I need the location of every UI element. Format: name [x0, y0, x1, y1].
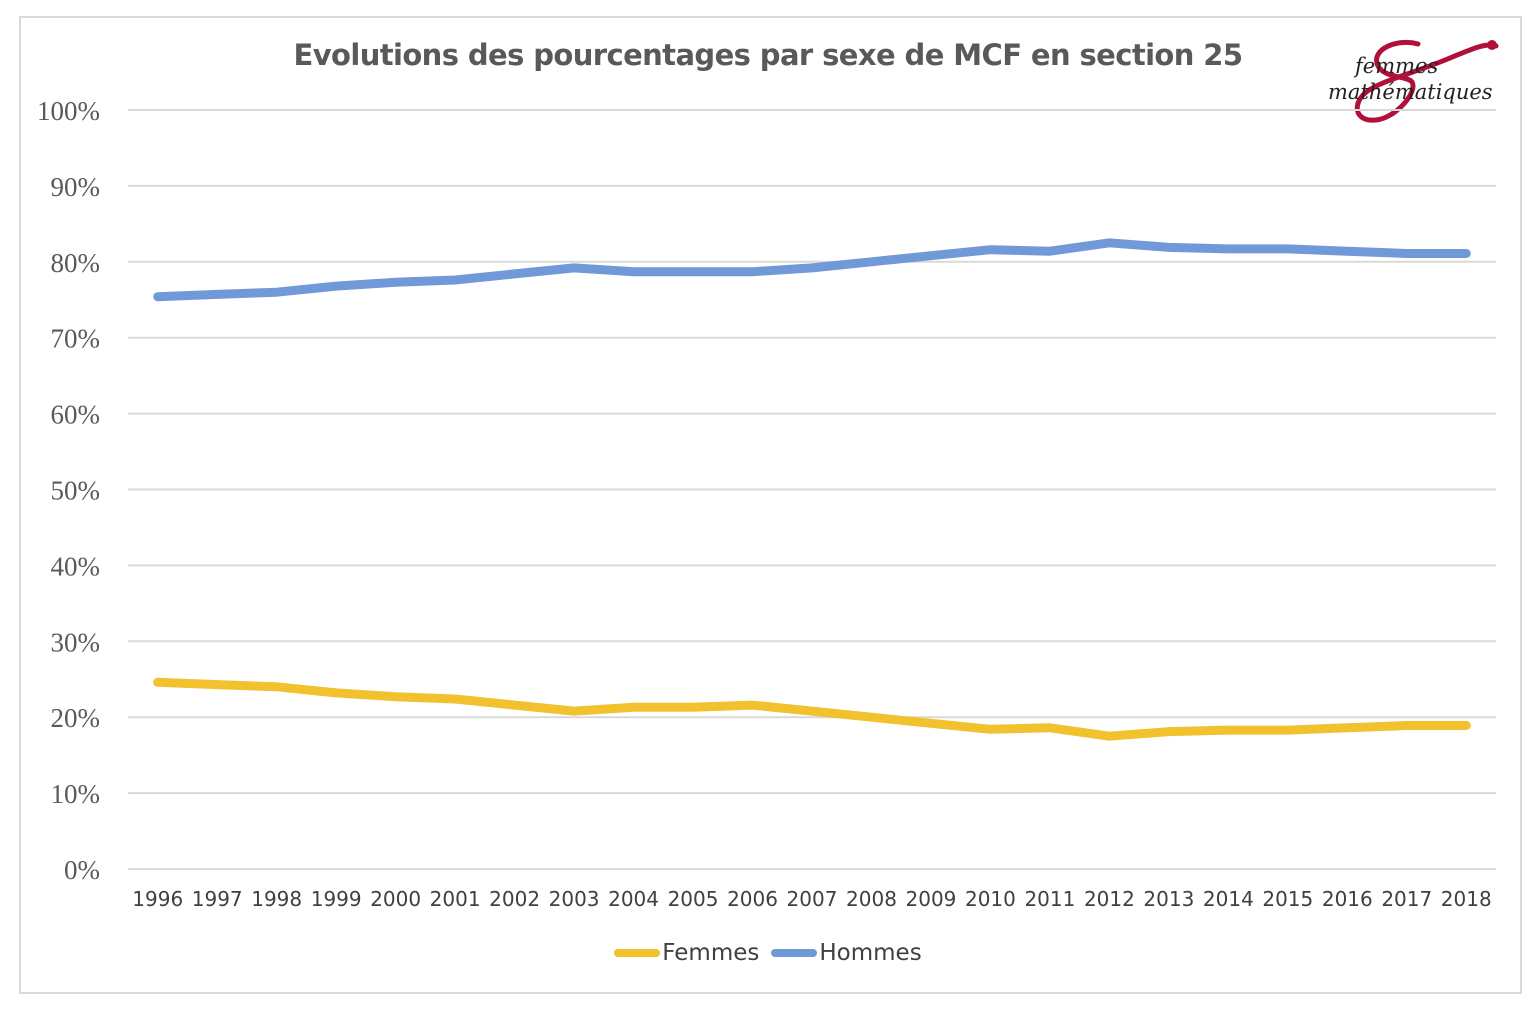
y-tick-label: 80% [51, 248, 101, 278]
series-line-femmes [153, 677, 1471, 741]
x-tick-label: 2008 [846, 887, 897, 911]
x-tick-label: 2006 [727, 887, 778, 911]
series-line-hommes [153, 238, 1471, 302]
y-tick-label: 20% [51, 703, 101, 733]
x-tick-label: 2013 [1143, 887, 1194, 911]
legend-swatch-femmes [614, 949, 661, 957]
x-tick-label: 2017 [1381, 887, 1432, 911]
logo-text-femmes: femmes [1355, 54, 1439, 78]
legend-label-femmes: Femmes [662, 940, 760, 966]
y-tick-label: 0% [64, 855, 100, 885]
logo-text-mathematiques: mathématiques [1328, 80, 1493, 104]
legend-item-femmes: Femmes [614, 940, 759, 966]
x-tick-label: 2001 [430, 887, 481, 911]
x-tick-label: 2015 [1262, 887, 1313, 911]
x-tick-label: 2010 [965, 887, 1016, 911]
y-tick-label: 60% [51, 400, 101, 430]
y-tick-label: 100% [37, 96, 100, 126]
x-tick-label: 2009 [906, 887, 957, 911]
femmes-mathematiques-logo: femmes mathématiques [1300, 36, 1500, 128]
y-tick-label: 30% [51, 627, 101, 657]
x-tick-label: 2012 [1084, 887, 1135, 911]
x-tick-label: 1996 [132, 887, 183, 911]
x-tick-label: 1999 [311, 887, 362, 911]
chart-frame [19, 16, 1522, 994]
x-tick-label: 1997 [192, 887, 243, 911]
legend-swatch-hommes [771, 949, 818, 957]
y-tick-label: 90% [51, 172, 101, 202]
x-tick-label: 2014 [1203, 887, 1254, 911]
ampersand-logo-icon [1354, 40, 1499, 123]
y-tick-label: 70% [51, 324, 101, 354]
legend-item-hommes: Hommes [771, 940, 922, 966]
x-tick-label: 1998 [251, 887, 302, 911]
x-tick-label: 2004 [608, 887, 659, 911]
legend: Femmes Hommes [0, 940, 1536, 966]
y-tick-label: 10% [51, 779, 101, 809]
x-tick-label: 2003 [549, 887, 600, 911]
x-tick-label: 2002 [489, 887, 540, 911]
x-tick-label: 2011 [1024, 887, 1075, 911]
legend-label-hommes: Hommes [819, 940, 922, 966]
y-tick-label: 40% [51, 551, 101, 581]
chart-title: Evolutions des pourcentages par sexe de … [293, 38, 1244, 72]
x-tick-label: 2018 [1441, 887, 1492, 911]
x-tick-label: 2000 [370, 887, 421, 911]
x-tick-label: 2016 [1322, 887, 1373, 911]
y-tick-label: 50% [51, 476, 101, 506]
x-tick-label: 2005 [668, 887, 719, 911]
x-tick-label: 2007 [787, 887, 838, 911]
